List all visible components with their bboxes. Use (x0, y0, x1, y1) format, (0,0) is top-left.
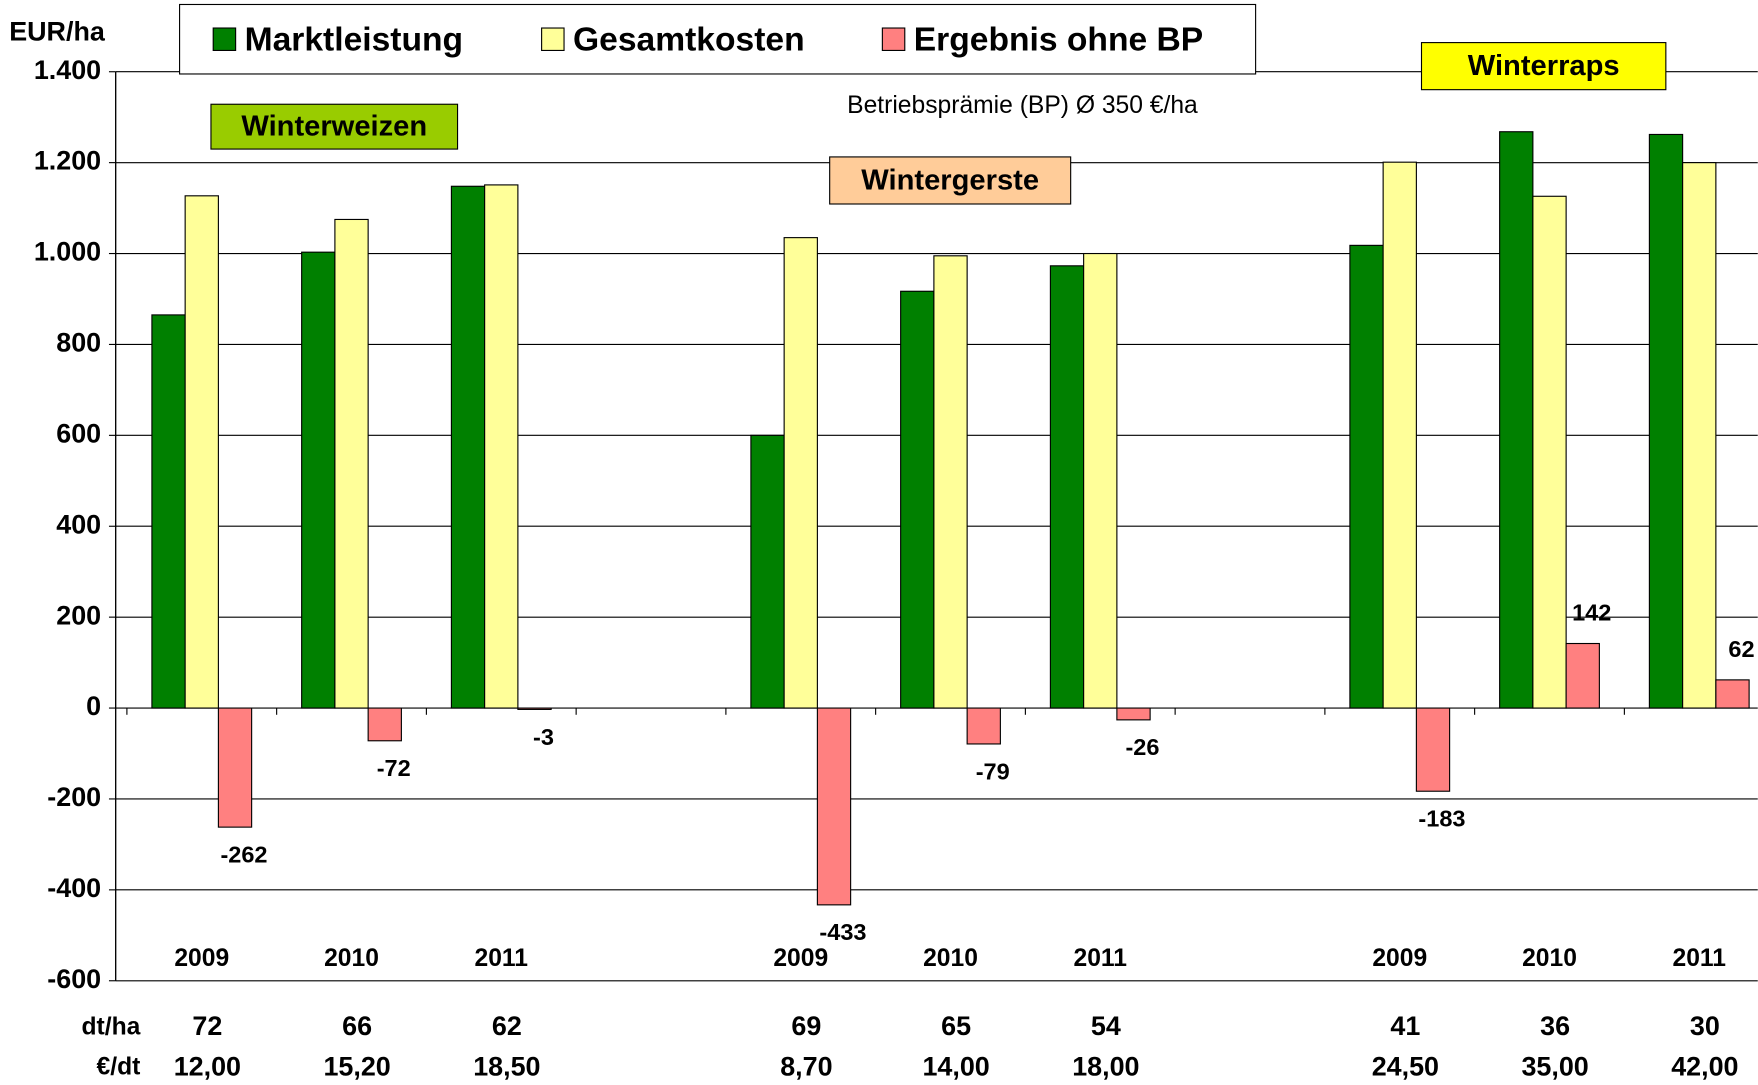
row-value: 41 (1390, 1011, 1420, 1041)
crop-label: Winterweizen (241, 110, 427, 142)
label-box (210, 103, 459, 150)
bar (1415, 707, 1451, 792)
row-value: 18,50 (473, 1051, 540, 1081)
row-label: dt/ha (81, 1013, 140, 1040)
row-value: 8,70 (780, 1051, 832, 1081)
data-label: -3 (533, 724, 554, 750)
data-label: -262 (220, 841, 267, 867)
row-value: 65 (941, 1011, 971, 1041)
y-tick-label: 600 (56, 418, 101, 448)
bar (933, 255, 968, 709)
bar (1715, 679, 1750, 709)
data-label: -72 (377, 755, 411, 781)
bar (1049, 265, 1085, 709)
y-tick-label: -400 (47, 873, 101, 903)
x-tick-label: 2010 (1522, 945, 1577, 972)
y-tick-label: -200 (47, 782, 101, 812)
data-label: -183 (1418, 806, 1465, 832)
label-box (1420, 42, 1667, 91)
x-tick-label: 2011 (1673, 945, 1727, 972)
row-value: 69 (791, 1011, 821, 1041)
y-tick-label: 1.200 (34, 146, 101, 176)
bar (966, 707, 1001, 745)
bar (1532, 195, 1567, 709)
row-value: 35,00 (1521, 1051, 1588, 1081)
data-label: -79 (976, 758, 1010, 784)
bar (484, 184, 519, 709)
y-tick-label: 200 (56, 600, 101, 630)
x-tick-label: 2011 (1074, 945, 1128, 972)
data-label: -433 (819, 919, 866, 945)
row-value: 36 (1540, 1011, 1570, 1041)
data-label: 62 (1728, 636, 1754, 662)
legend-swatch (541, 27, 565, 51)
row-value: 54 (1091, 1011, 1121, 1041)
y-tick-label: 400 (56, 509, 101, 539)
bar (184, 195, 219, 709)
legend-label: Gesamtkosten (573, 21, 805, 58)
y-tick-label: 1.400 (34, 55, 101, 85)
y-tick-label: 1.000 (34, 237, 101, 267)
bar (816, 707, 852, 906)
legend-label: Ergebnis ohne BP (914, 21, 1203, 58)
y-tick-label: 0 (86, 691, 101, 721)
bar (1565, 642, 1600, 709)
x-tick-label: 2009 (174, 945, 229, 972)
x-tick-label: 2009 (1372, 945, 1427, 972)
row-label: €/dt (97, 1054, 141, 1081)
row-value: 66 (342, 1011, 372, 1041)
row-value: 14,00 (922, 1051, 989, 1081)
data-label: -26 (1125, 734, 1159, 760)
row-value: 42,00 (1671, 1051, 1738, 1081)
label-box (829, 156, 1072, 205)
annotation: Betriebsprämie (BP) Ø 350 €/ha (847, 92, 1198, 119)
data-label: 142 (1572, 600, 1611, 626)
row-value: 12,00 (174, 1051, 241, 1081)
bar (517, 707, 552, 710)
legend-label: Marktleistung (245, 21, 464, 58)
row-value: 30 (1690, 1011, 1720, 1041)
bar (1648, 133, 1684, 709)
crop-label: Winterraps (1468, 50, 1620, 82)
bar (301, 251, 336, 709)
bar (217, 707, 253, 828)
row-value: 24,50 (1372, 1051, 1439, 1081)
bar (783, 237, 818, 709)
x-tick-label: 2010 (324, 945, 379, 972)
bar (367, 707, 402, 742)
bar (151, 314, 186, 709)
bar (334, 218, 369, 709)
legend-swatch (881, 27, 906, 51)
bar (750, 434, 785, 709)
row-value: 15,20 (323, 1051, 390, 1081)
bar (450, 185, 486, 709)
legend-swatch (212, 27, 237, 51)
bar (1349, 244, 1384, 709)
row-value: 62 (492, 1011, 522, 1041)
row-value: 72 (192, 1011, 222, 1041)
bar (900, 290, 935, 709)
x-tick-label: 2010 (923, 945, 978, 972)
x-tick-label: 2011 (475, 945, 529, 972)
crop-label: Wintergerste (861, 164, 1039, 196)
y-tick-label: -600 (47, 964, 101, 994)
y-axis-label: EUR/ha (9, 17, 106, 47)
bar (1116, 707, 1151, 721)
bar (1382, 161, 1417, 709)
row-value: 18,00 (1072, 1051, 1139, 1081)
legend-box (179, 3, 1257, 75)
bar (1682, 162, 1717, 709)
bar (1499, 131, 1534, 709)
bar (1083, 252, 1118, 709)
x-tick-label: 2009 (773, 945, 828, 972)
y-tick-label: 800 (56, 328, 101, 358)
